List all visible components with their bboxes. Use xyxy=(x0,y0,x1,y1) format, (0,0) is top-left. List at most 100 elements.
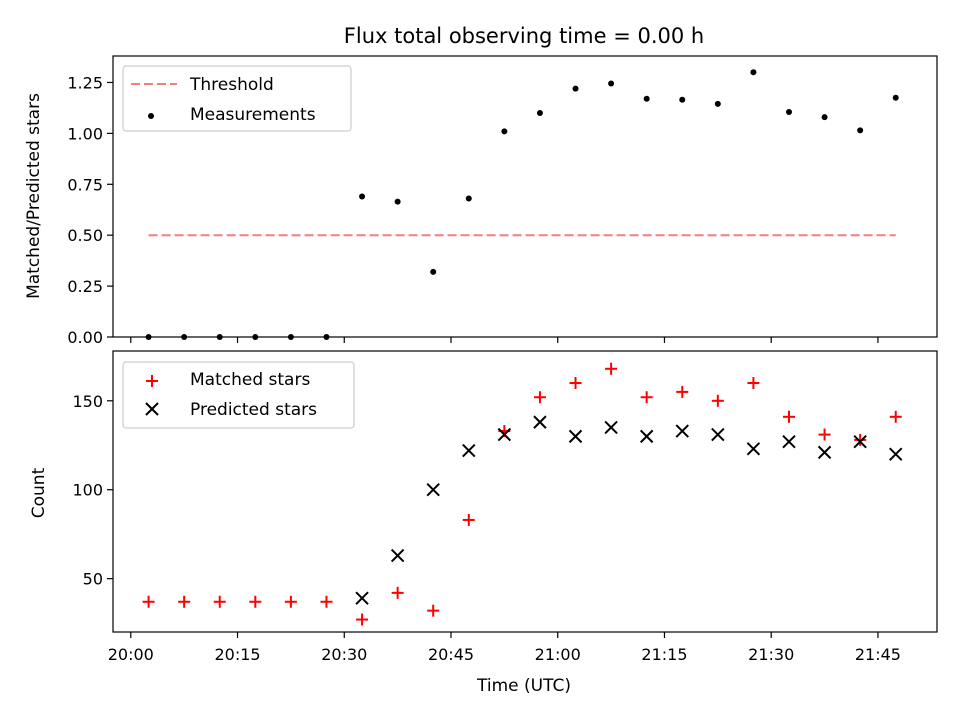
legend-matched-swatch xyxy=(146,375,158,387)
predicted-star-point xyxy=(604,420,618,435)
predicted-star-stroke-b xyxy=(675,424,689,438)
bottom-legend: Matched stars Predicted stars xyxy=(122,361,355,429)
predicted-star-point xyxy=(462,443,476,458)
top-legend-box xyxy=(122,65,352,132)
matched-star-point xyxy=(889,410,902,423)
matched-star-point xyxy=(427,604,440,617)
predicted-star-point xyxy=(746,442,761,456)
bottom-y-tick-label: 150 xyxy=(72,392,103,411)
bottom-y-tick-label: 100 xyxy=(72,481,103,500)
matched-star-point xyxy=(142,595,155,608)
predicted-star-point xyxy=(853,434,867,449)
measurement-point xyxy=(821,114,828,121)
matched-star-point xyxy=(391,586,404,599)
bottom-x-tick-label: 21:45 xyxy=(855,645,901,664)
legend-predicted-label: Predicted stars xyxy=(190,400,317,420)
predicted-star-stroke-b xyxy=(462,443,476,458)
predicted-star-stroke-b xyxy=(355,591,369,605)
predicted-star-stroke-b xyxy=(746,442,761,456)
bottom-plot-marks xyxy=(142,362,903,626)
predicted-star-stroke-b xyxy=(568,429,583,444)
measurement-point xyxy=(785,108,792,115)
bottom-x-tick-label: 21:30 xyxy=(748,645,794,664)
top-y-tick-label: 0.25 xyxy=(67,277,103,296)
predicted-star-point xyxy=(711,427,725,442)
matched-star-point xyxy=(284,595,297,608)
bottom-panel: Count Time (UTC) 20:00 20:15 20:30 20:45 21:… xyxy=(29,350,938,696)
chart-title: Flux total observing time = 0.00 h xyxy=(344,24,704,48)
legend-threshold-label: Threshold xyxy=(189,75,274,95)
predicted-star-stroke-b xyxy=(533,415,547,429)
top-y-tick-label: 0.50 xyxy=(67,226,103,245)
predicted-star-point xyxy=(355,591,369,605)
legend-matched-label: Matched stars xyxy=(190,370,310,390)
bottom-y-axis-label: Count xyxy=(29,467,49,518)
matched-star-point xyxy=(818,428,831,441)
legend-measurements-label: Measurements xyxy=(190,105,316,125)
top-y-axis-label: Matched/Predicted stars xyxy=(24,93,44,299)
matched-star-point xyxy=(249,595,262,608)
matched-star-point xyxy=(533,391,546,404)
predicted-star-point xyxy=(675,424,689,438)
predicted-star-point xyxy=(639,429,654,444)
top-axis-ticks: 0.00 0.25 0.50 0.75 1.00 1.25 xyxy=(67,73,879,347)
predicted-star-stroke-b xyxy=(604,420,618,435)
measurement-point xyxy=(679,96,686,103)
bottom-x-tick-label: 20:15 xyxy=(214,645,260,664)
bottom-legend-box xyxy=(122,361,355,429)
bottom-axis-ticks: 20:00 20:15 20:30 20:45 21:00 21:15 21:30 21:45… xyxy=(72,392,901,664)
matched-star-point xyxy=(605,362,618,375)
matched-star-point xyxy=(569,377,582,390)
bottom-x-tick-label: 20:45 xyxy=(428,645,474,664)
measurement-point xyxy=(572,85,579,92)
measurement-point xyxy=(536,110,543,117)
top-y-tick-label: 1.00 xyxy=(67,124,103,143)
matched-star-point xyxy=(676,385,689,398)
predicted-star-point xyxy=(497,427,512,442)
measurement-point xyxy=(857,127,864,134)
measurement-point xyxy=(394,198,401,205)
measurement-point xyxy=(501,128,508,135)
measurement-point xyxy=(750,69,757,76)
matched-star-point xyxy=(178,595,191,608)
top-panel: Flux total observing time = 0.00 h Match… xyxy=(24,24,938,347)
matched-star-point xyxy=(782,410,795,423)
predicted-star-point xyxy=(426,483,440,497)
measurement-point xyxy=(714,100,721,107)
predicted-star-stroke-b xyxy=(639,429,654,444)
predicted-star-point xyxy=(568,429,583,444)
matched-star-point xyxy=(356,613,369,626)
predicted-star-stroke-b xyxy=(497,427,512,442)
predicted-star-point xyxy=(782,434,796,449)
measurement-point xyxy=(643,95,650,102)
predicted-star-point xyxy=(817,445,832,460)
top-y-tick-label: 1.25 xyxy=(67,73,103,92)
predicted-star-point xyxy=(889,447,903,461)
predicted-star-stroke-b xyxy=(817,445,832,460)
bottom-axes-frame xyxy=(112,350,938,633)
x-axis-label: Time (UTC) xyxy=(476,676,571,696)
matched-star-point xyxy=(711,394,724,407)
matched-star-point xyxy=(320,595,333,608)
matched-star-point xyxy=(747,377,760,390)
bottom-x-tick-label: 20:00 xyxy=(108,645,154,664)
predicted-star-stroke-b xyxy=(853,434,867,449)
bottom-y-tick-label: 50 xyxy=(83,570,103,589)
bottom-x-tick-label: 21:15 xyxy=(641,645,687,664)
top-axes-frame xyxy=(112,55,938,338)
predicted-star-stroke-b xyxy=(782,434,796,449)
measurement-point xyxy=(608,80,615,87)
measurement-point xyxy=(892,94,899,101)
legend-measurements-swatch xyxy=(148,113,154,119)
matched-star-point xyxy=(854,433,867,446)
predicted-star-stroke-b xyxy=(390,548,405,563)
predicted-star-point xyxy=(390,548,405,563)
matched-star-point xyxy=(462,513,475,526)
predicted-star-point xyxy=(533,415,547,429)
bottom-x-tick-label: 21:00 xyxy=(535,645,581,664)
bottom-x-tick-label: 20:30 xyxy=(321,645,367,664)
top-y-tick-label: 0.00 xyxy=(67,328,103,347)
predicted-star-stroke-b xyxy=(889,447,903,461)
predicted-star-stroke-b xyxy=(711,427,725,442)
